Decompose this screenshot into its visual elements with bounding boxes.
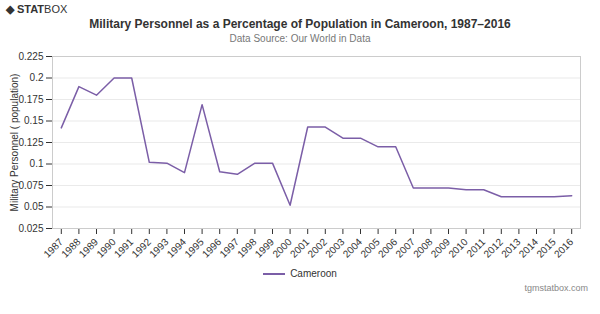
svg-text:1994: 1994: [165, 236, 189, 260]
svg-text:2007: 2007: [393, 236, 417, 260]
svg-text:2004: 2004: [341, 236, 365, 260]
svg-text:0.025: 0.025: [18, 223, 43, 234]
html-text:tgmstatbox.com: tgmstatbox.com: [524, 283, 588, 293]
svg-text:2001: 2001: [288, 236, 312, 260]
svg-text:2003: 2003: [323, 236, 347, 260]
svg-text:2005: 2005: [358, 236, 382, 260]
svg-text:1990: 1990: [94, 236, 118, 260]
svg-text:0.125: 0.125: [18, 137, 43, 148]
svg-text:1993: 1993: [147, 236, 171, 260]
html-text:Cameroon: Cameroon: [290, 268, 337, 279]
svg-text:1998: 1998: [235, 236, 259, 260]
svg-text:2010: 2010: [446, 236, 470, 260]
html-text:Military Personnel as a Percen: Military Personnel as a Percentage of Po…: [89, 17, 511, 31]
svg-text:1995: 1995: [182, 236, 206, 260]
svg-text:0.075: 0.075: [18, 180, 43, 191]
svg-text:0.2: 0.2: [30, 72, 44, 83]
svg-text:1987: 1987: [41, 236, 65, 260]
svg-text:0.05: 0.05: [24, 201, 44, 212]
svg-text:1997: 1997: [217, 236, 241, 260]
svg-text:2002: 2002: [305, 236, 329, 260]
svg-text:2014: 2014: [517, 236, 541, 260]
svg-text:0.1: 0.1: [30, 158, 44, 169]
svg-text:1988: 1988: [59, 236, 83, 260]
svg-text:2015: 2015: [534, 236, 558, 260]
svg-text:0.175: 0.175: [18, 94, 43, 105]
html-text:◆ STAT BOX: ◆ STAT BOX: [6, 3, 68, 15]
svg-text:2000: 2000: [270, 236, 294, 260]
svg-text:Military Personnel ( populatio: Military Personnel ( population): [9, 74, 20, 212]
html-text:Data Source: Our World in Data: Data Source: Our World in Data: [229, 33, 371, 44]
svg-text:0.15: 0.15: [24, 115, 44, 126]
svg-text:1999: 1999: [253, 236, 277, 260]
svg-text:2013: 2013: [499, 236, 523, 260]
svg-text:2011: 2011: [464, 236, 488, 260]
svg-text:1989: 1989: [77, 236, 101, 260]
svg-text:2009: 2009: [429, 236, 453, 260]
svg-text:1991: 1991: [112, 236, 136, 260]
svg-text:2008: 2008: [411, 236, 435, 260]
svg-text:2006: 2006: [376, 236, 400, 260]
svg-text:1996: 1996: [200, 236, 224, 260]
svg-text:1992: 1992: [129, 236, 153, 260]
svg-text:2016: 2016: [552, 236, 576, 260]
svg-text:2012: 2012: [481, 236, 505, 260]
svg-text:0.225: 0.225: [18, 51, 43, 62]
